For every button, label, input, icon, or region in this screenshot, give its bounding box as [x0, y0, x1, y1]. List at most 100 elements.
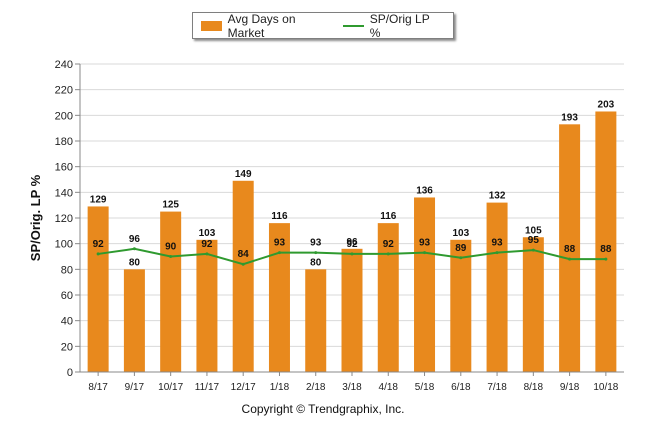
y-tick-label: 20	[61, 341, 73, 353]
bar	[123, 269, 145, 372]
y-tick-label: 220	[55, 85, 73, 97]
bar-value-label: 96	[346, 237, 358, 248]
bar	[196, 239, 218, 372]
line-point	[459, 256, 463, 260]
line-value-label: 89	[455, 243, 467, 254]
x-tick-label: 9/18	[560, 382, 580, 393]
bar-value-label: 193	[561, 112, 578, 123]
legend-label-bar: Avg Days on Market	[227, 11, 296, 40]
line-point	[531, 248, 535, 252]
line-value-label: 96	[129, 234, 141, 245]
line-value-label: 92	[383, 239, 395, 250]
x-tick-label: 10/17	[158, 382, 183, 393]
y-tick-label: 180	[55, 136, 73, 148]
bar	[160, 211, 182, 372]
x-tick-label: 8/18	[524, 382, 544, 393]
bar-value-label: 125	[162, 200, 179, 211]
y-tick-label: 240	[55, 59, 73, 71]
legend: Avg Days on Market SP/Orig LP %	[192, 12, 454, 40]
y-tick-label: 140	[55, 187, 73, 199]
y-tick-label: 100	[55, 239, 73, 251]
line-point	[314, 251, 318, 255]
line-value-label: 93	[274, 238, 286, 249]
x-tick-label: 5/18	[415, 382, 435, 393]
bar	[414, 197, 436, 372]
line-point	[277, 251, 281, 255]
bar-value-label: 105	[525, 225, 542, 236]
bar	[87, 206, 109, 372]
line-point	[96, 252, 100, 256]
x-tick-label: 4/18	[379, 382, 399, 393]
bar	[559, 124, 581, 372]
bar	[486, 202, 508, 372]
bar-value-label: 116	[380, 211, 397, 222]
y-axis-title: SP/Orig. LP %	[28, 174, 43, 261]
line-point	[350, 252, 354, 256]
bar	[232, 180, 254, 372]
x-tick-label: 8/17	[88, 382, 108, 393]
line-value-label: 93	[310, 238, 322, 249]
legend-label-line: SP/Orig LP %	[369, 11, 430, 40]
bar-value-label: 132	[489, 191, 506, 202]
line-value-label: 88	[564, 244, 576, 255]
x-tick-label: 9/17	[125, 382, 145, 393]
bar	[450, 239, 472, 372]
x-tick-label: 2/18	[306, 382, 326, 393]
x-tick-label: 3/18	[342, 382, 362, 393]
bar-value-label: 80	[310, 257, 322, 268]
label-layer: 129 80 125 103 149 116 80 96 116 136 103 132 105 193 2…	[90, 99, 615, 268]
x-tick-label: 1/18	[270, 382, 290, 393]
line-point	[132, 247, 136, 251]
y-tick-label: 160	[55, 162, 73, 174]
bar	[341, 248, 363, 372]
line-value-label: 90	[165, 242, 177, 253]
line-value-label: 88	[600, 244, 612, 255]
bar-value-label: 103	[452, 228, 469, 239]
line-value-label: 92	[93, 239, 105, 250]
bar	[305, 269, 327, 372]
line-value-label: 93	[492, 238, 504, 249]
bar-value-label: 136	[416, 185, 433, 196]
line-point	[568, 257, 572, 261]
bar-value-label: 80	[129, 257, 141, 268]
x-tick-label: 7/18	[487, 382, 507, 393]
y-tick-label: 120	[55, 213, 73, 225]
bar-value-label: 116	[271, 211, 288, 222]
bar	[522, 237, 544, 372]
x-tick-label: 6/18	[451, 382, 471, 393]
legend-item-line: SP/Orig LP %	[343, 12, 439, 40]
bar-value-label: 103	[199, 228, 216, 239]
y-tick-label: 200	[55, 110, 73, 122]
x-tick-label: 12/17	[231, 382, 256, 393]
line-value-label: 95	[528, 235, 540, 246]
y-tick-label: 80	[61, 264, 73, 276]
line-point	[604, 257, 608, 261]
bar-value-label: 203	[598, 99, 615, 110]
line-value-label: 84	[238, 249, 250, 260]
bar	[377, 223, 399, 372]
bar-layer	[87, 111, 617, 372]
bar-value-label: 149	[235, 169, 252, 180]
line-value-label: 93	[419, 238, 431, 249]
x-tick-label: 10/18	[593, 382, 618, 393]
legend-swatch-line	[343, 24, 364, 27]
line-point	[205, 252, 209, 256]
copyright-footer: Copyright © Trendgraphix, Inc.	[241, 402, 405, 416]
legend-swatch-bar	[201, 20, 222, 31]
y-tick-label: 60	[61, 290, 73, 302]
bar-value-label: 129	[90, 194, 107, 205]
line-value-label: 92	[201, 239, 213, 250]
bar	[268, 223, 290, 372]
line-layer	[96, 247, 608, 266]
legend-item-bar: Avg Days on Market	[201, 12, 329, 40]
bar	[595, 111, 617, 372]
line-value-label: 92	[346, 239, 358, 250]
line-point	[386, 252, 390, 256]
y-tick-label: 40	[61, 316, 73, 328]
axis-layer: 0 20 40 60 80 100 120 140 160 180 200 220 240 8/17 9/1…	[55, 59, 624, 393]
line-point	[495, 251, 499, 255]
x-tick-label: 11/17	[195, 382, 220, 393]
line-point	[169, 255, 173, 258]
